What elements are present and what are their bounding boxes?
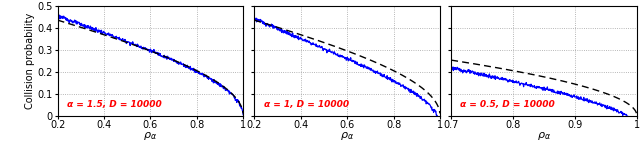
Text: α = 0.5, D = 10000: α = 0.5, D = 10000: [460, 100, 555, 109]
Y-axis label: Collision probability: Collision probability: [24, 13, 35, 109]
Text: α = 1, D = 10000: α = 1, D = 10000: [264, 100, 349, 109]
X-axis label: $\rho_\alpha$: $\rho_\alpha$: [537, 130, 551, 142]
Text: α = 1.5, D = 10000: α = 1.5, D = 10000: [67, 100, 162, 109]
X-axis label: $\rho_\alpha$: $\rho_\alpha$: [340, 130, 354, 142]
X-axis label: $\rho_\alpha$: $\rho_\alpha$: [143, 130, 157, 142]
